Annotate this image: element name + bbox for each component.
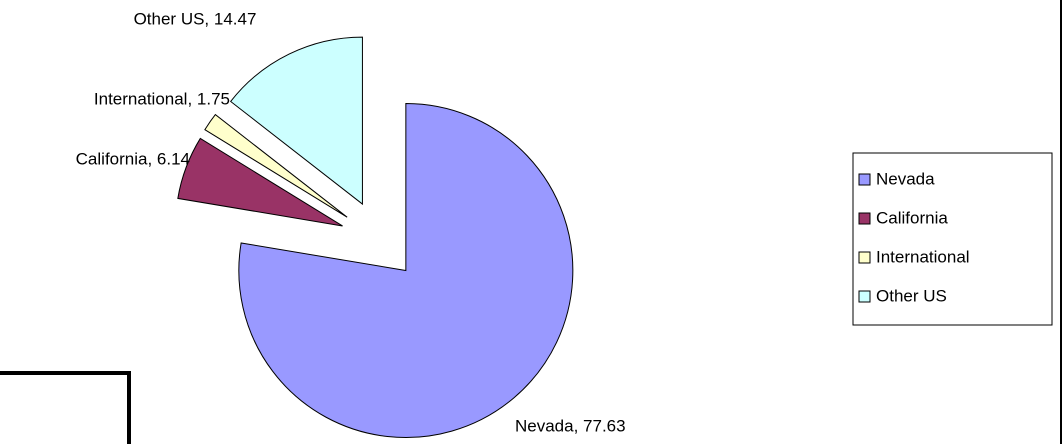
legend-swatch — [858, 212, 871, 225]
data-label: Other US, 14.47 — [134, 9, 257, 28]
legend-label: Nevada — [876, 169, 935, 188]
data-label: International, 1.75 — [94, 89, 230, 108]
legend-box — [852, 152, 1053, 326]
pie-slice — [204, 113, 348, 218]
legend-label: Other US — [876, 286, 947, 305]
legend-swatch — [858, 290, 871, 303]
legend-swatch — [858, 251, 871, 264]
legend-label: California — [876, 208, 948, 227]
pie-slice — [238, 103, 574, 439]
legend-label: International — [876, 247, 970, 266]
data-label: Nevada, 77.63 — [515, 416, 626, 435]
pie-slice — [177, 137, 343, 227]
pie-slice — [229, 36, 363, 206]
overlay-box — [0, 371, 131, 444]
legend-swatch — [858, 173, 871, 186]
data-label: California, 6.14 — [76, 149, 190, 168]
